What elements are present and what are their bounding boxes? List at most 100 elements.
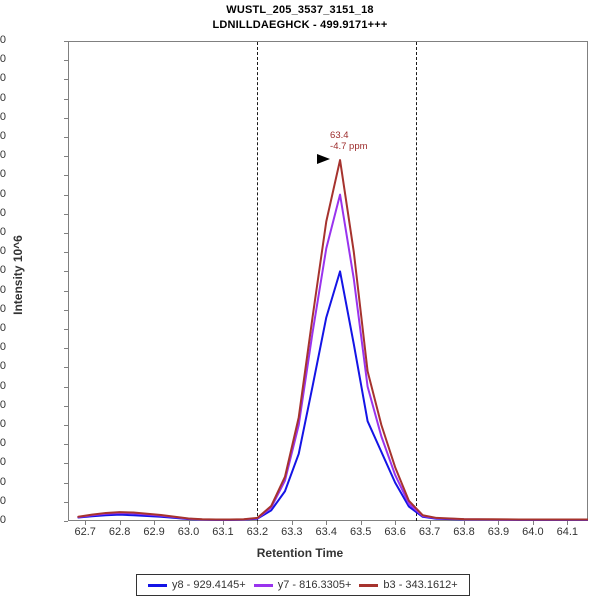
x-axis-tick-label: 63.9 xyxy=(487,526,510,538)
y-axis-tick-label: 0.0 xyxy=(0,514,6,526)
y-axis-tick-label: 22.0 xyxy=(0,91,6,104)
y-axis-tick-label: 5.0 xyxy=(0,418,6,430)
chart-title: WUSTL_205_3537_3151_18 LDNILLDAEGHCK - 4… xyxy=(0,3,600,33)
x-axis-tick-mark xyxy=(188,521,190,525)
trace-line xyxy=(77,159,588,521)
y-axis-tick-mark xyxy=(64,271,68,273)
legend-entry[interactable]: y8 - 929.4145+ xyxy=(148,579,246,591)
x-axis-tick-mark xyxy=(464,521,466,525)
y-axis-tick-label: 20.0 xyxy=(0,130,6,142)
y-axis-tick-label: 13.0 xyxy=(0,264,6,277)
x-axis-tick-label: 63.2 xyxy=(246,526,269,538)
y-axis-tick-mark xyxy=(64,233,68,234)
x-axis-tick-mark xyxy=(222,521,224,525)
integration-boundary-line xyxy=(257,42,259,521)
apex-mass-error-label: -4.7 ppm xyxy=(330,141,368,153)
y-axis-tick-mark xyxy=(64,367,68,369)
y-axis-tick-mark xyxy=(64,444,68,446)
y-axis-tick-mark xyxy=(64,386,68,388)
arrow-right-icon xyxy=(317,154,331,165)
y-axis-tick-label: 3.0 xyxy=(0,456,6,469)
legend: y8 - 929.4145+ y7 - 816.3305+ b3 - 343.161… xyxy=(136,574,470,596)
y-axis-tick-mark xyxy=(64,156,68,158)
y-axis-title: Intensity 10^6 xyxy=(11,235,25,315)
x-axis-tick-label: 64.0 xyxy=(522,526,544,538)
x-axis-tick-label: 63.7 xyxy=(418,526,441,538)
y-axis-tick-label: 21.0 xyxy=(0,110,6,123)
x-axis-tick-mark xyxy=(326,521,328,525)
legend-color-swatch xyxy=(359,583,379,587)
y-axis-tick-mark xyxy=(64,98,68,100)
y-axis-tick-label: 24.0 xyxy=(0,53,6,66)
x-axis-tick-mark xyxy=(360,521,362,525)
y-axis-tick-mark xyxy=(64,252,68,254)
x-axis-tick-label: 64.1 xyxy=(556,526,579,538)
y-axis-tick-label: 25.0 xyxy=(0,34,6,46)
x-axis-tick-label: 63.6 xyxy=(384,526,406,538)
legend-color-swatch xyxy=(253,583,273,587)
x-axis-tick-label: 62.8 xyxy=(108,526,131,538)
x-axis-tick-mark xyxy=(154,521,156,525)
legend-label: b3 - 343.1612+ xyxy=(383,579,458,591)
y-axis-tick-mark xyxy=(64,137,68,138)
x-axis-tick-label: 63.8 xyxy=(453,526,475,538)
y-axis-tick-label: 23.0 xyxy=(0,72,6,85)
y-axis-tick-mark xyxy=(64,348,68,350)
x-axis-tick-mark xyxy=(567,521,569,525)
legend-entry[interactable]: y7 - 816.3305+ xyxy=(253,579,352,591)
y-axis-tick-label: 1.0 xyxy=(0,494,6,507)
y-axis-tick-label: 16.0 xyxy=(0,206,6,219)
x-axis-tick-mark xyxy=(498,521,500,525)
x-axis-tick-mark xyxy=(257,521,259,525)
y-axis-tick-mark xyxy=(64,309,68,311)
trace-line xyxy=(77,193,588,521)
chart-title-line-2: LDNILLDAEGHCK - 499.9171+++ xyxy=(212,19,388,31)
apex-annotation: 63.4 -4.7 ppm xyxy=(330,130,420,152)
x-axis-tick-label: 62.7 xyxy=(74,526,96,538)
y-axis-tick-mark xyxy=(64,79,68,81)
y-axis-tick-label: 12.0 xyxy=(0,283,6,296)
y-axis-tick-mark xyxy=(64,329,68,330)
trace-line xyxy=(77,270,588,521)
y-axis-tick-mark xyxy=(64,213,68,215)
y-axis-tick-mark xyxy=(64,482,68,484)
y-axis-tick-label: 14.0 xyxy=(0,245,6,258)
y-axis-tick-label: 19.0 xyxy=(0,149,6,162)
x-axis-tick-mark xyxy=(532,521,534,525)
legend-label: y8 - 929.4145+ xyxy=(172,579,246,591)
y-axis-tick-mark xyxy=(64,41,68,42)
y-axis-tick-mark xyxy=(64,425,68,426)
y-axis-tick-mark xyxy=(64,290,68,292)
y-axis-tick-label: 6.0 xyxy=(0,398,6,411)
legend-entry[interactable]: b3 - 343.1612+ xyxy=(359,579,458,591)
y-axis-tick-label: 10.0 xyxy=(0,322,6,334)
y-axis-tick-label: 8.0 xyxy=(0,360,6,373)
y-axis-tick-mark xyxy=(64,463,68,465)
x-axis-tick-mark xyxy=(85,521,87,525)
y-axis-tick-mark xyxy=(64,117,68,119)
y-axis-tick-mark xyxy=(64,405,68,407)
integration-boundary-line xyxy=(415,42,417,521)
apex-retention-time-label: 63.4 xyxy=(330,130,349,142)
y-axis-tick-label: 4.0 xyxy=(0,437,6,450)
y-axis-tick-mark xyxy=(64,194,68,196)
x-axis-tick-mark xyxy=(429,521,431,525)
x-axis-tick-mark xyxy=(395,521,397,525)
y-axis-tick-mark xyxy=(64,521,68,522)
x-axis-tick-label: 63.5 xyxy=(349,526,372,538)
x-axis-tick-label: 63.0 xyxy=(177,526,200,538)
y-axis-tick-mark xyxy=(64,175,68,177)
x-axis-tick-label: 62.9 xyxy=(143,526,165,538)
x-axis-tick-label: 63.4 xyxy=(315,526,337,538)
legend-label: y7 - 816.3305+ xyxy=(277,579,352,591)
x-axis-tick-mark xyxy=(291,521,293,525)
y-axis-tick-label: 7.0 xyxy=(0,379,6,392)
y-axis-tick-mark xyxy=(64,60,68,62)
x-axis-tick-label: 63.1 xyxy=(212,526,234,538)
legend-color-swatch xyxy=(148,583,167,587)
x-axis-title: Retention Time xyxy=(256,546,344,560)
trace-group xyxy=(77,159,588,521)
plot-area xyxy=(68,41,588,521)
x-axis-tick-mark xyxy=(119,521,121,525)
